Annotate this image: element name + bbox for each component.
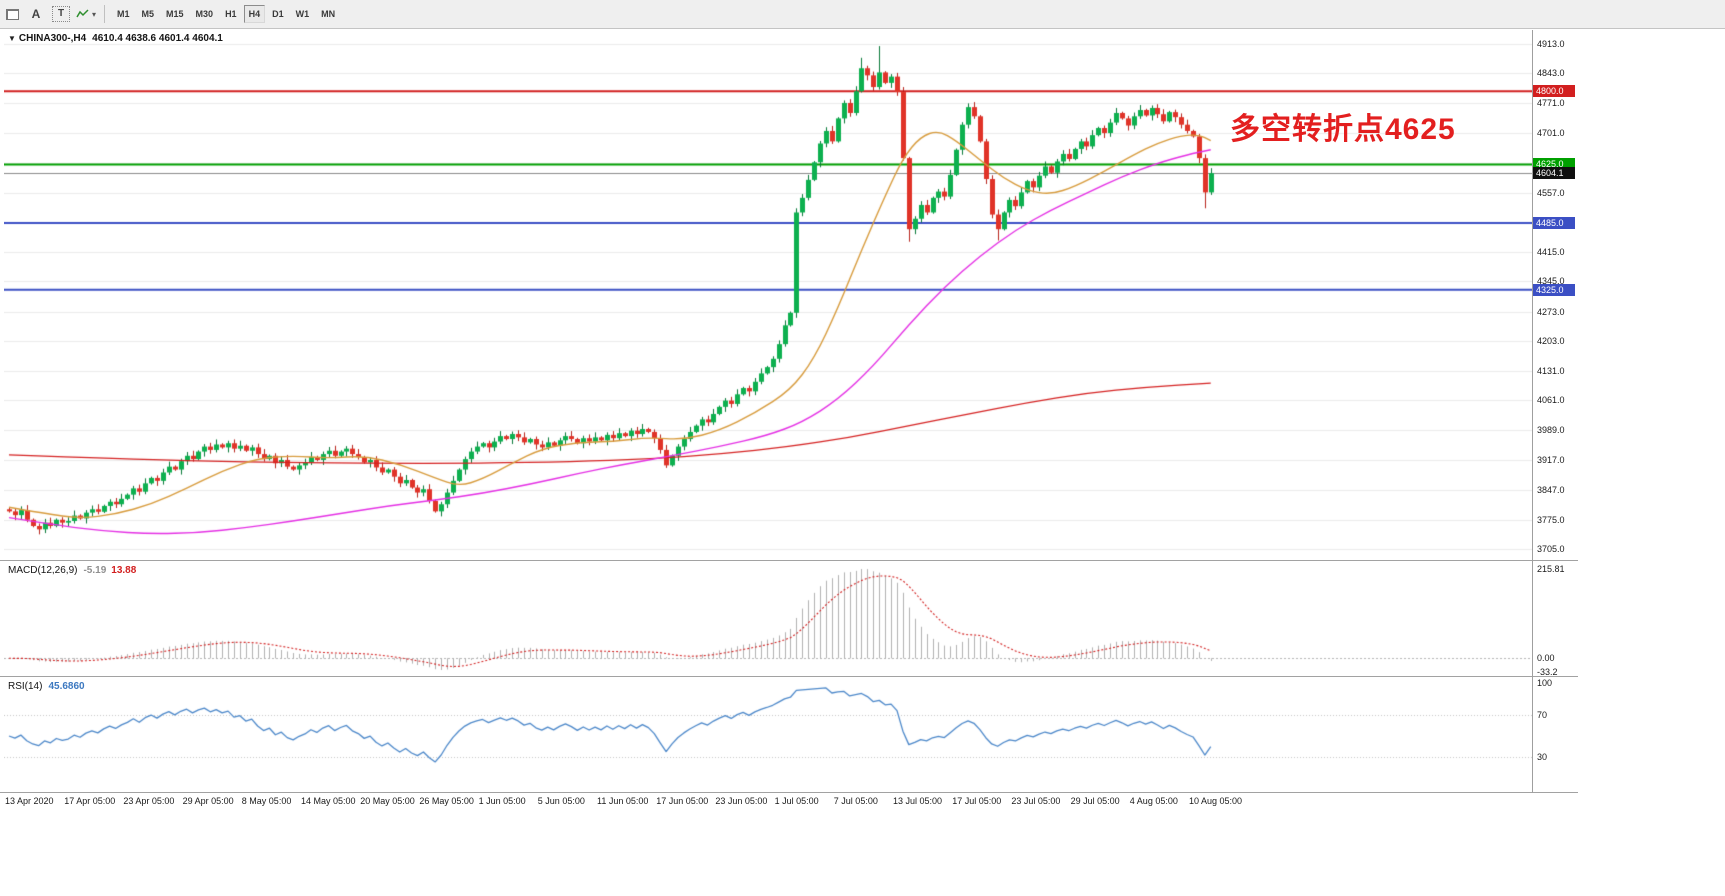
text-tool-a-icon[interactable]: A [31, 7, 41, 21]
macd-main-value: -5.19 [83, 565, 107, 576]
price-tick-label: 3775.0 [1537, 514, 1565, 525]
toolbar-separator [104, 5, 105, 23]
panel-separator[interactable] [0, 676, 1578, 677]
date-tick-label: 13 Apr 2020 [5, 796, 54, 806]
macd-axis-label: 215.81 [1537, 564, 1565, 574]
rsi-canvas[interactable] [4, 678, 1532, 792]
timeframe-button-m15[interactable]: M15 [161, 5, 189, 23]
price-tick-label: 4345.0 [1537, 276, 1565, 287]
date-tick-label: 14 May 05:00 [301, 796, 356, 806]
date-tick-label: 29 Jul 05:00 [1070, 796, 1120, 806]
main-chart-canvas[interactable] [4, 30, 1532, 560]
timeframe-button-w1[interactable]: W1 [291, 5, 315, 23]
timeframe-button-group: M1 M5 M15 M30 H1 H4 D1 W1 MN [111, 5, 341, 23]
date-tick-label: 23 Apr 05:00 [123, 796, 175, 806]
price-axis[interactable]: 4913.0 4843.0 4771.0 4701.0 4557.0 4415.0 4345… [1533, 0, 1603, 896]
rsi-value: 45.6860 [48, 681, 85, 692]
timeframe-button-h4[interactable]: H4 [243, 5, 266, 23]
macd-axis-label: -33.2 [1537, 667, 1558, 678]
chart-annotation-text[interactable]: 多空转折点4625 [1230, 113, 1456, 146]
rsi-axis-label: 70 [1537, 709, 1548, 720]
price-tick-label: 4771.0 [1537, 98, 1565, 109]
macd-label: MACD(12,26,9) [8, 565, 78, 576]
price-tick-label: 4415.0 [1537, 247, 1565, 258]
panel-separator[interactable] [0, 560, 1578, 561]
price-tick-label: 4131.0 [1537, 365, 1565, 376]
draw-tools-button[interactable]: ▾ [75, 4, 97, 24]
date-tick-label: 23 Jun 05:00 [715, 796, 768, 806]
ohlc-values: 4610.4 4638.6 4601.4 4604.1 [92, 33, 223, 44]
date-tick-label: 13 Jul 05:00 [893, 796, 943, 806]
macd-canvas[interactable] [4, 562, 1532, 676]
price-badge: 4485.0 [1533, 216, 1575, 229]
date-tick-label: 29 Apr 05:00 [182, 796, 234, 806]
symbol-period-label: CHINA300-,H4 [18, 33, 87, 44]
price-tick-label: 4061.0 [1537, 395, 1565, 406]
date-tick-label: 1 Jul 05:00 [774, 796, 819, 806]
timeframe-button-d1[interactable]: D1 [267, 5, 289, 23]
date-tick-label: 23 Jul 05:00 [1011, 796, 1061, 806]
timeframe-button-m1[interactable]: M1 [112, 5, 135, 23]
date-tick-label: 8 May 05:00 [241, 796, 292, 806]
date-tick-label: 20 May 05:00 [360, 796, 415, 806]
rsi-label: RSI(14) [8, 681, 43, 692]
time-axis-line [0, 792, 1578, 793]
price-badge: 4604.1 [1533, 167, 1575, 180]
top-toolbar: A T ▾ M1 M5 M15 M30 H1 H4 D1 W1 MN [0, 0, 1725, 29]
timeframe-button-mn[interactable]: MN [316, 5, 340, 23]
symbol-dropdown-icon[interactable]: ▼ [8, 34, 16, 43]
date-tick-label: 11 Jun 05:00 [597, 796, 649, 806]
price-tick-label: 4843.0 [1537, 68, 1565, 79]
time-axis[interactable]: 13 Apr 2020 17 Apr 05:00 23 Apr 05:00 29 Ap… [0, 794, 1578, 810]
price-tick-label: 3989.0 [1537, 425, 1565, 436]
date-tick-label: 1 Jun 05:00 [478, 796, 526, 806]
text-label-tool-icon[interactable]: T [52, 6, 70, 22]
macd-axis-label: 0.00 [1537, 653, 1555, 664]
date-tick-label: 4 Aug 05:00 [1129, 796, 1178, 806]
price-tick-label: 4701.0 [1537, 127, 1565, 138]
rsi-header: RSI(14) 45.6860 [8, 681, 85, 692]
price-tick-label: 3917.0 [1537, 455, 1565, 466]
grid-glyph [5, 8, 19, 20]
price-axis-line [1532, 30, 1533, 793]
date-tick-label: 26 May 05:00 [419, 796, 474, 806]
price-badge: 4800.0 [1533, 85, 1575, 98]
price-tick-label: 4273.0 [1537, 306, 1565, 317]
timeframe-button-m30[interactable]: M30 [191, 5, 219, 23]
price-tick-label: 3705.0 [1537, 543, 1565, 554]
chart-title: ▼ CHINA300-,H4 4610.4 4638.6 4601.4 4604.1 [8, 33, 223, 44]
price-tick-label: 3847.0 [1537, 484, 1565, 495]
trendline-icon [76, 9, 89, 18]
date-tick-label: 7 Jul 05:00 [833, 796, 878, 806]
date-tick-label: 5 Jun 05:00 [537, 796, 585, 806]
chart-grid-icon[interactable] [1, 4, 23, 24]
timeframe-button-h1[interactable]: H1 [220, 5, 242, 23]
macd-signal-value: 13.88 [111, 565, 137, 576]
price-tick-label: 4913.0 [1537, 39, 1565, 49]
date-tick-label: 17 Jul 05:00 [952, 796, 1002, 806]
price-badge: 4325.0 [1533, 283, 1575, 296]
date-tick-label: 17 Jun 05:00 [656, 796, 709, 806]
macd-header: MACD(12,26,9) -5.19 13.88 [8, 565, 136, 576]
timeframe-button-m5[interactable]: M5 [137, 5, 160, 23]
rsi-axis-label: 30 [1537, 752, 1548, 763]
date-tick-label: 10 Aug 05:00 [1189, 796, 1243, 806]
date-tick-label: 17 Apr 05:00 [64, 796, 116, 806]
price-tick-label: 4557.0 [1537, 187, 1565, 198]
rsi-axis-label: 100 [1537, 678, 1553, 688]
price-tick-label: 4203.0 [1537, 335, 1565, 346]
chevron-down-icon: ▾ [91, 9, 96, 19]
